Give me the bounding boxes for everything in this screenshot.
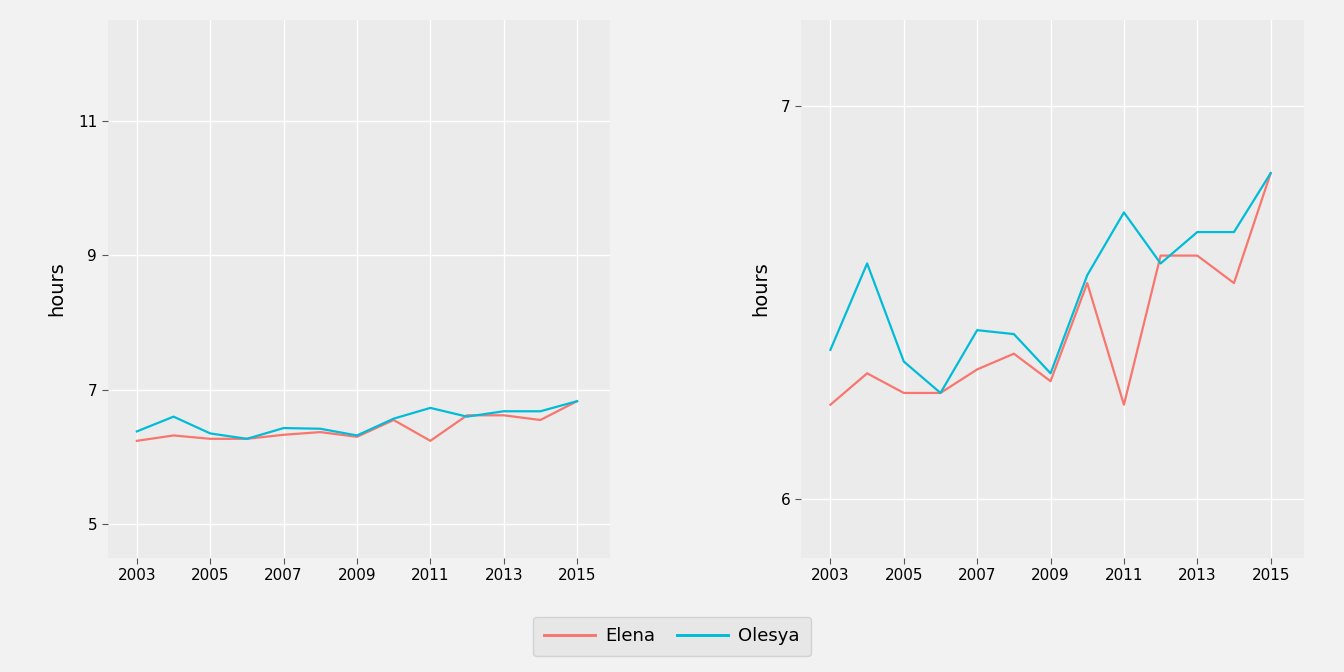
Y-axis label: hours: hours [751,261,770,317]
Legend: Elena, Olesya: Elena, Olesya [534,617,810,657]
Y-axis label: hours: hours [48,261,67,317]
